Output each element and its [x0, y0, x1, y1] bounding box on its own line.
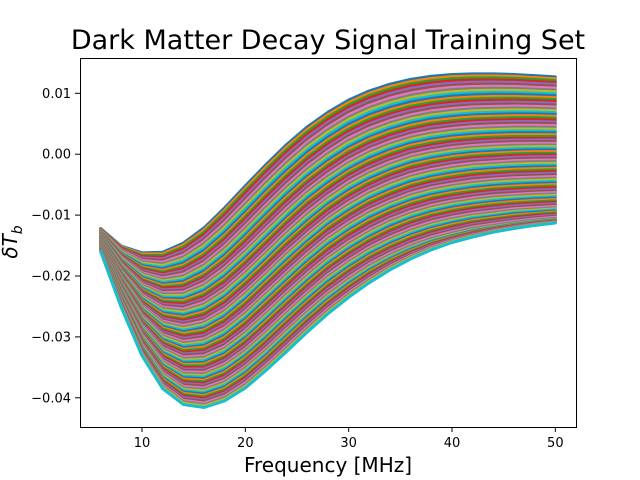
- y-axis-label-main: δT: [0, 232, 22, 258]
- series-line-interpolated: [99, 138, 557, 308]
- series-line-interpolated: [99, 141, 557, 311]
- series-line-interpolated: [99, 100, 557, 277]
- series-line-interpolated: [99, 123, 557, 295]
- series-layer: [99, 72, 557, 410]
- series-line-interpolated: [99, 112, 557, 286]
- series-line-interpolated: [99, 118, 557, 290]
- series-line-interpolated: [99, 96, 557, 274]
- series-line: [99, 94, 557, 273]
- x-tick-label: 50: [547, 436, 564, 451]
- series-line-interpolated: [99, 146, 557, 316]
- series-line: [99, 136, 557, 306]
- y-tick-label: −0.02: [31, 269, 71, 284]
- series-line-interpolated: [99, 150, 557, 319]
- series-line-interpolated: [99, 143, 557, 313]
- svg-text:δTb: δTb: [0, 225, 26, 258]
- series-line-interpolated: [99, 114, 557, 287]
- series-line-interpolated: [99, 110, 557, 284]
- y-tick-label: −0.01: [31, 209, 71, 224]
- series-line-interpolated: [99, 153, 557, 323]
- series-line-interpolated: [99, 98, 557, 275]
- series-line: [99, 72, 557, 255]
- series-line-interpolated: [99, 102, 557, 278]
- x-axis-label: Frequency [MHz]: [244, 453, 412, 477]
- series-line-interpolated: [99, 86, 557, 266]
- series-line-interpolated: [99, 90, 557, 269]
- series-line-interpolated: [99, 127, 557, 298]
- series-line-interpolated: [99, 148, 557, 318]
- series-line-interpolated: [99, 82, 557, 263]
- y-axis: −0.04 −0.03 −0.02 −0.01 0.00 0.01: [31, 87, 80, 406]
- x-axis: 10 20 30 40 50: [134, 427, 564, 451]
- series-line-interpolated: [99, 119, 557, 292]
- y-tick-label: 0.00: [42, 148, 71, 163]
- series-line-interpolated: [99, 131, 557, 301]
- series-line-interpolated: [99, 145, 557, 314]
- series-line-interpolated: [99, 74, 557, 256]
- series-line-interpolated: [99, 78, 557, 259]
- x-tick-label: 10: [134, 436, 151, 451]
- series-line-interpolated: [99, 125, 557, 296]
- series-line-interpolated: [99, 80, 557, 261]
- y-axis-label: δTb: [0, 225, 26, 258]
- series-line-interpolated: [99, 84, 557, 264]
- chart-title: Dark Matter Decay Signal Training Set: [71, 25, 585, 56]
- series-line-interpolated: [99, 104, 557, 280]
- series-line-interpolated: [99, 92, 557, 271]
- series-line: [99, 116, 557, 289]
- plot-frame: [80, 58, 577, 428]
- x-tick-label: 30: [340, 436, 357, 451]
- series-line-interpolated: [99, 134, 557, 304]
- series-line-interpolated: [99, 106, 557, 281]
- series-line-interpolated: [99, 121, 557, 293]
- series-line-interpolated: [99, 129, 557, 299]
- series-line-interpolated: [99, 140, 557, 309]
- series-line-interpolated: [99, 151, 557, 321]
- series-line-interpolated: [99, 76, 557, 258]
- y-tick-label: 0.01: [42, 87, 71, 102]
- series-line: [99, 221, 557, 410]
- y-tick-label: −0.04: [31, 391, 71, 406]
- y-axis-label-subscript: b: [10, 225, 26, 234]
- x-tick-label: 20: [237, 436, 254, 451]
- series-line-interpolated: [99, 133, 557, 303]
- series-line-interpolated: [99, 88, 557, 268]
- x-tick-label: 40: [444, 436, 461, 451]
- series-line-interpolated: [99, 108, 557, 283]
- y-tick-label: −0.03: [31, 330, 71, 345]
